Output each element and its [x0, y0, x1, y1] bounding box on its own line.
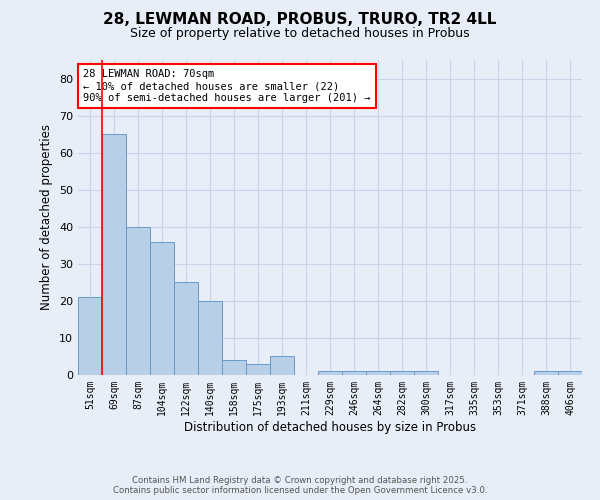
X-axis label: Distribution of detached houses by size in Probus: Distribution of detached houses by size …	[184, 420, 476, 434]
Bar	[558, 372, 582, 375]
Y-axis label: Number of detached properties: Number of detached properties	[40, 124, 53, 310]
Bar	[414, 372, 438, 375]
Bar	[102, 134, 126, 375]
Text: Contains HM Land Registry data © Crown copyright and database right 2025.
Contai: Contains HM Land Registry data © Crown c…	[113, 476, 487, 495]
Bar	[366, 372, 390, 375]
Bar	[390, 372, 414, 375]
Bar	[126, 227, 150, 375]
Text: Size of property relative to detached houses in Probus: Size of property relative to detached ho…	[130, 28, 470, 40]
Bar	[150, 242, 174, 375]
Bar	[270, 356, 294, 375]
Bar	[78, 297, 102, 375]
Bar	[222, 360, 246, 375]
Bar	[174, 282, 198, 375]
Text: 28 LEWMAN ROAD: 70sqm
← 10% of detached houses are smaller (22)
90% of semi-deta: 28 LEWMAN ROAD: 70sqm ← 10% of detached …	[83, 70, 371, 102]
Bar	[246, 364, 270, 375]
Bar	[534, 372, 558, 375]
Bar	[318, 372, 342, 375]
Text: 28, LEWMAN ROAD, PROBUS, TRURO, TR2 4LL: 28, LEWMAN ROAD, PROBUS, TRURO, TR2 4LL	[103, 12, 497, 28]
Bar	[198, 301, 222, 375]
Bar	[342, 372, 366, 375]
